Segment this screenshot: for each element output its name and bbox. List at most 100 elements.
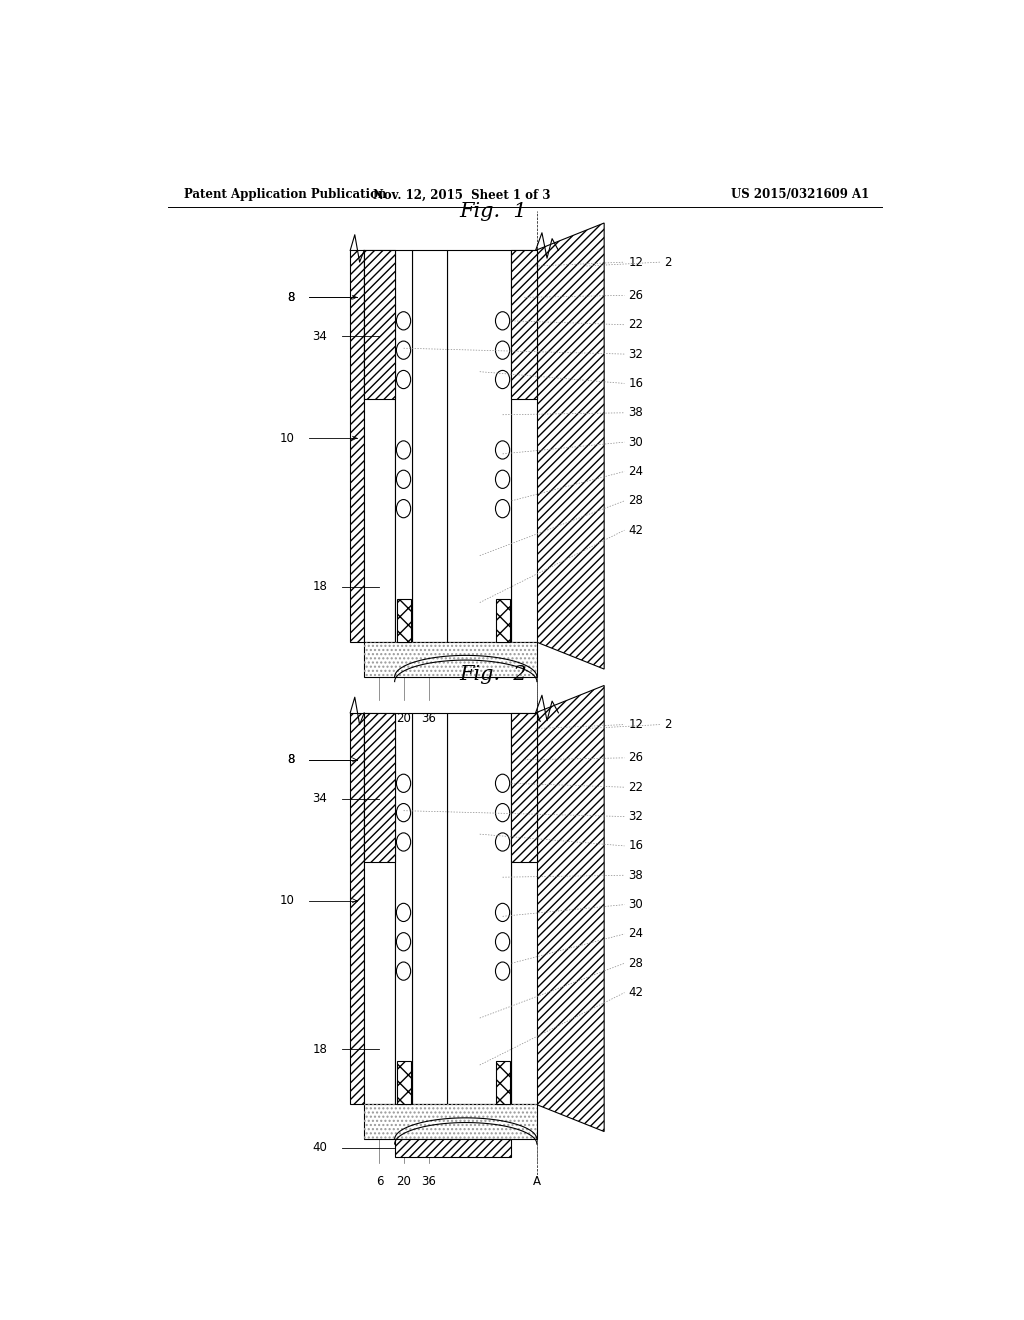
- Circle shape: [396, 441, 411, 459]
- Bar: [396, 599, 411, 642]
- Circle shape: [396, 371, 411, 388]
- Text: 12: 12: [629, 256, 643, 269]
- Bar: [496, 1061, 510, 1104]
- Bar: [394, 713, 413, 1104]
- Text: 40: 40: [312, 1142, 328, 1155]
- Text: 8: 8: [287, 754, 294, 767]
- Text: 36: 36: [422, 1175, 436, 1188]
- Circle shape: [496, 774, 510, 792]
- Bar: [394, 1139, 511, 1158]
- Text: 24: 24: [629, 465, 643, 478]
- Bar: [350, 713, 365, 1104]
- Text: 36: 36: [422, 713, 436, 726]
- Bar: [511, 251, 537, 399]
- Text: Fig.  2: Fig. 2: [459, 665, 527, 684]
- Text: 34: 34: [312, 330, 328, 343]
- Polygon shape: [536, 223, 604, 669]
- Text: 22: 22: [629, 780, 643, 793]
- Circle shape: [396, 933, 411, 950]
- Text: 24: 24: [629, 928, 643, 940]
- Bar: [365, 642, 537, 677]
- Circle shape: [396, 962, 411, 981]
- Bar: [365, 713, 394, 862]
- Text: 6: 6: [376, 713, 383, 726]
- Circle shape: [496, 470, 510, 488]
- Text: 12: 12: [629, 718, 643, 731]
- Bar: [496, 599, 510, 642]
- Bar: [350, 251, 365, 642]
- Circle shape: [396, 804, 411, 822]
- Bar: [396, 1061, 411, 1104]
- Text: 28: 28: [629, 494, 643, 507]
- Bar: [394, 1139, 511, 1158]
- Circle shape: [496, 903, 510, 921]
- Text: 32: 32: [629, 347, 643, 360]
- Bar: [446, 713, 511, 1104]
- Text: 38: 38: [629, 407, 643, 420]
- Text: 16: 16: [629, 378, 643, 389]
- Circle shape: [496, 312, 510, 330]
- Text: 32: 32: [629, 810, 643, 824]
- Bar: [350, 713, 365, 1104]
- Text: 8: 8: [287, 754, 294, 767]
- Text: Nov. 12, 2015  Sheet 1 of 3: Nov. 12, 2015 Sheet 1 of 3: [373, 189, 550, 202]
- Bar: [365, 1104, 537, 1139]
- Circle shape: [496, 933, 510, 950]
- Bar: [365, 713, 394, 1104]
- Text: US 2015/0321609 A1: US 2015/0321609 A1: [731, 189, 869, 202]
- Text: 10: 10: [280, 894, 294, 907]
- Bar: [511, 713, 537, 862]
- Circle shape: [396, 833, 411, 851]
- Text: 10: 10: [280, 432, 294, 445]
- Text: 26: 26: [629, 751, 643, 764]
- Text: 30: 30: [629, 436, 643, 449]
- Text: 16: 16: [629, 840, 643, 853]
- Text: 20: 20: [396, 713, 411, 726]
- Circle shape: [496, 962, 510, 981]
- Circle shape: [496, 341, 510, 359]
- Bar: [365, 251, 394, 642]
- Circle shape: [396, 499, 411, 517]
- Bar: [365, 642, 537, 677]
- Text: 2: 2: [664, 718, 672, 731]
- Text: 2: 2: [664, 256, 672, 269]
- Circle shape: [396, 774, 411, 792]
- Bar: [496, 599, 510, 642]
- Text: 8: 8: [287, 290, 294, 304]
- Text: 28: 28: [629, 957, 643, 970]
- Bar: [413, 251, 446, 642]
- Text: 42: 42: [629, 986, 643, 999]
- Circle shape: [396, 341, 411, 359]
- Bar: [365, 251, 394, 399]
- Text: 38: 38: [629, 869, 643, 882]
- Text: 6: 6: [376, 1175, 383, 1188]
- Bar: [511, 713, 537, 862]
- Text: 20: 20: [396, 1175, 411, 1188]
- Bar: [365, 251, 394, 399]
- Bar: [394, 251, 413, 642]
- Bar: [413, 713, 446, 1104]
- Bar: [496, 1061, 510, 1104]
- Circle shape: [496, 441, 510, 459]
- Circle shape: [496, 371, 510, 388]
- Text: 18: 18: [312, 581, 328, 594]
- Text: 42: 42: [629, 524, 643, 537]
- Text: 8: 8: [287, 290, 294, 304]
- Bar: [446, 251, 511, 642]
- Text: 18: 18: [312, 1043, 328, 1056]
- Text: Fig.  1: Fig. 1: [459, 202, 527, 222]
- Bar: [511, 251, 537, 642]
- Circle shape: [396, 312, 411, 330]
- Bar: [511, 713, 537, 1104]
- Text: 30: 30: [629, 898, 643, 911]
- Circle shape: [396, 903, 411, 921]
- Circle shape: [496, 804, 510, 822]
- Circle shape: [496, 499, 510, 517]
- Circle shape: [496, 833, 510, 851]
- Circle shape: [396, 470, 411, 488]
- Bar: [365, 713, 394, 862]
- Text: A: A: [532, 1175, 541, 1188]
- Text: A: A: [532, 713, 541, 726]
- Text: Patent Application Publication: Patent Application Publication: [183, 189, 386, 202]
- Bar: [350, 251, 365, 642]
